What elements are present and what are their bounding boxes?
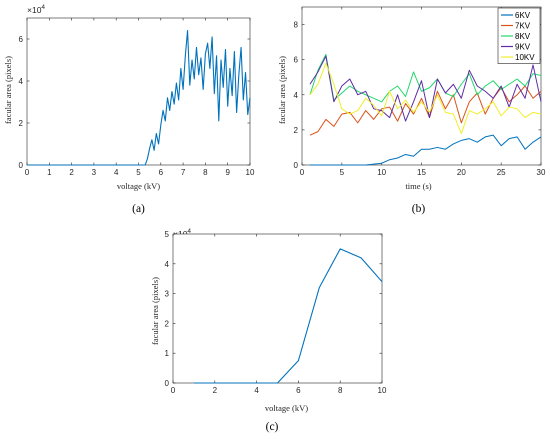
chart-a-ylabel: facular area (pixels) (3, 56, 13, 124)
chart-a-xtick-label: 6 (159, 168, 164, 177)
chart-a-xlabel: voltage (kV) (117, 181, 160, 191)
chart-b-xtick-label: 5 (340, 168, 345, 177)
chart-b-legend-label: 10KV (515, 53, 535, 62)
chart-b-xtick-label: 10 (377, 168, 386, 177)
chart-a-xtick-label: 2 (69, 168, 74, 177)
chart-a-xtick-label: 7 (181, 168, 186, 177)
chart-c-xtick-label: 8 (338, 386, 343, 395)
chart-a-axes-box (26, 17, 251, 166)
chart-c-xtick-label: 2 (213, 386, 218, 395)
chart-c-ytick-label: 4 (165, 260, 170, 269)
chart-c-panel-label: (c) (266, 421, 279, 433)
chart-a-xtick-label: 3 (92, 168, 97, 177)
chart-b-xlabel: time (s) (405, 181, 431, 191)
chart-b-xtick-label: 0 (300, 168, 305, 177)
chart-b-xtick-label: 25 (497, 168, 506, 177)
chart-a-ytick-label: 0 (19, 161, 24, 170)
chart-b-ytick-label: 2 (294, 126, 299, 135)
chart-a-xtick-label: 10 (246, 168, 255, 177)
chart-a-xtick-label: 1 (47, 168, 52, 177)
chart-c: ×104 facular area (pixels) voltage (kV) … (150, 228, 387, 433)
chart-c-xtick-label: 0 (171, 386, 176, 395)
chart-b-xtick-label: 30 (537, 168, 546, 177)
chart-c-series-line-main (193, 248, 383, 384)
chart-b-legend-label: 6KV (515, 11, 531, 20)
chart-b-legend-label: 8KV (515, 32, 531, 41)
chart-b-legend-label: 9KV (515, 43, 531, 52)
chart-b-ytick-label: 6 (294, 56, 299, 65)
chart-a-multiplier: ×104 (27, 4, 45, 15)
chart-a-ytick-label: 6 (19, 35, 24, 44)
chart-a-ytick-label: 2 (19, 119, 24, 128)
chart-b-ytick-label: 4 (294, 91, 299, 100)
chart-b-ytick-label: 8 (294, 21, 299, 30)
chart-b-series-line-9KV (309, 55, 542, 122)
chart-b-ytick-label: 0 (294, 161, 299, 170)
chart-c-xtick-label: 6 (296, 386, 301, 395)
chart-b-xtick-label: 15 (417, 168, 426, 177)
chart-b-panel-label: (b) (412, 203, 426, 215)
chart-b: facular area (pixels) time (s) (b) 0 5 10 1… (277, 6, 546, 215)
chart-b-series-line-10KV (309, 62, 542, 134)
chart-c-ytick-label: 0 (165, 379, 170, 388)
chart-b-ylabel: facular area (pixels) (277, 56, 287, 124)
chart-a-series-line-main (27, 30, 251, 166)
chart-a: ×104 facular area (pixels) voltage (kV) … (3, 4, 255, 215)
chart-b-legend-label: 7KV (515, 22, 531, 31)
chart-c-ytick-label: 1 (165, 349, 170, 358)
chart-a-ytick-label: 4 (19, 77, 24, 86)
chart-c-xlabel: voltage (kV) (265, 403, 308, 413)
chart-a-xtick-label: 0 (25, 168, 30, 177)
chart-a-xtick-label: 4 (114, 168, 119, 177)
chart-c-ytick-label: 2 (165, 319, 170, 328)
chart-c-ytick-label: 5 (165, 230, 170, 239)
chart-c-ylabel: facular area (pixels) (150, 277, 160, 345)
chart-c-ytick-label: 3 (165, 290, 170, 299)
chart-b-xtick-label: 20 (457, 168, 466, 177)
chart-a-xtick-label: 9 (225, 168, 230, 177)
chart-a-xtick-label: 8 (203, 168, 208, 177)
chart-b-series-line-6KV (309, 134, 542, 166)
chart-a-panel-label: (a) (132, 203, 145, 215)
chart-c-xtick-label: 10 (378, 386, 387, 395)
chart-c-axes-box (172, 233, 383, 384)
chart-a-xtick-label: 5 (136, 168, 141, 177)
chart-c-xtick-label: 4 (254, 386, 259, 395)
